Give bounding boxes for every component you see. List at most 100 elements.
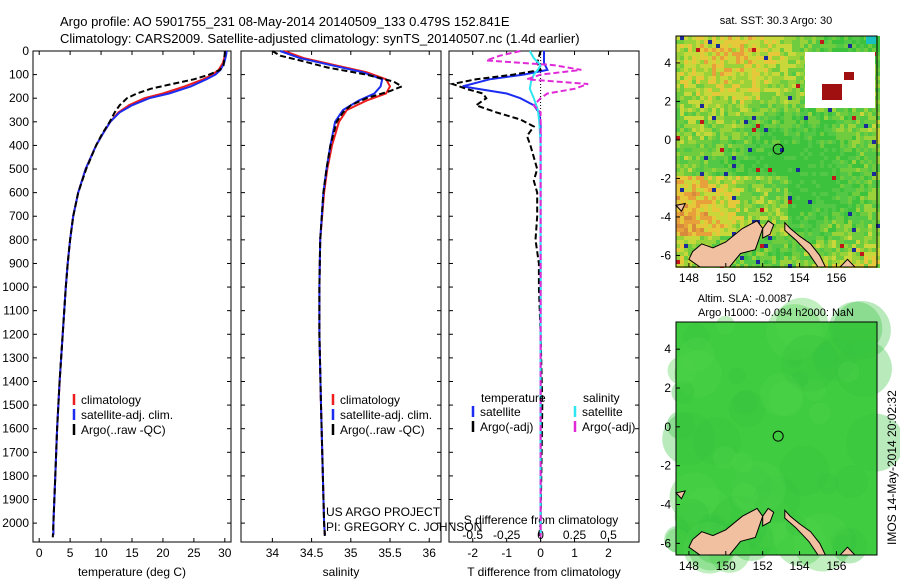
sst-cell	[748, 128, 752, 132]
sst-cell	[784, 180, 788, 184]
sst-cell	[684, 48, 688, 52]
sst-cell	[800, 164, 804, 168]
sst-cell	[776, 92, 780, 96]
sst-cell	[860, 236, 864, 240]
sst-cell	[724, 92, 728, 96]
sst-cell	[744, 152, 748, 156]
sst-cell	[812, 36, 816, 40]
sst-cell	[800, 256, 804, 260]
s-tick-label: -0.25	[493, 528, 521, 542]
sst-cell	[780, 208, 784, 212]
sst-cell	[780, 104, 784, 108]
sst-cell	[872, 152, 876, 156]
sst-cell	[852, 44, 856, 48]
sst-cell	[796, 136, 800, 140]
sst-cell	[772, 64, 776, 68]
sst-cell	[796, 188, 800, 192]
sst-cell	[760, 264, 764, 268]
sst-cell	[772, 124, 776, 128]
sst-cell	[764, 68, 768, 72]
sst-cell	[780, 88, 784, 92]
sst-cell	[740, 168, 744, 172]
sst-cell	[820, 48, 824, 52]
sst-cell	[800, 44, 804, 48]
sst-cell	[832, 204, 836, 208]
sst-cell	[784, 236, 788, 240]
sst-cell	[760, 104, 764, 108]
sst-cell	[740, 40, 744, 44]
sst-cell	[744, 92, 748, 96]
sst-cell	[724, 188, 728, 192]
sst-cell	[820, 184, 824, 188]
sst-cell	[776, 156, 780, 160]
sst-cell	[828, 256, 832, 260]
sst-cell	[712, 152, 716, 156]
sst-cell	[788, 152, 792, 156]
sst-cell	[776, 64, 780, 68]
sst-cell	[796, 36, 800, 40]
sst-cell	[792, 256, 796, 260]
sst-cell	[816, 216, 820, 220]
sst-cell	[768, 88, 772, 92]
x-tick-label: 152	[753, 559, 773, 573]
sst-cell	[760, 76, 764, 80]
sst-cell	[720, 148, 724, 152]
sst-cell	[840, 212, 844, 216]
sst-cell	[840, 152, 844, 156]
sst-cell	[828, 236, 832, 240]
sst-cell	[728, 116, 732, 120]
sst-cell	[724, 236, 728, 240]
sst-cell	[816, 124, 820, 128]
sst-cell	[692, 148, 696, 152]
sst-cell	[824, 36, 828, 40]
sst-cell	[764, 192, 768, 196]
sst-cell	[764, 196, 768, 200]
sst-cell	[872, 156, 876, 160]
sst-cell	[756, 244, 760, 248]
sst-cell	[824, 120, 828, 124]
sst-cell	[776, 216, 780, 220]
sst-cell	[840, 44, 844, 48]
sst-cell	[776, 104, 780, 108]
sst-cell	[836, 256, 840, 260]
sst-cell	[820, 240, 824, 244]
sst-cell	[792, 248, 796, 252]
sst-cell	[736, 84, 740, 88]
sst-cell	[764, 128, 768, 132]
sst-cell	[780, 240, 784, 244]
sst-cell	[772, 232, 776, 236]
sst-cell	[712, 52, 716, 56]
sst-cell	[740, 156, 744, 160]
sst-cell	[800, 64, 804, 68]
sst-cell	[816, 108, 820, 112]
sst-cell	[788, 40, 792, 44]
sst-cell	[756, 136, 760, 140]
sst-cell	[720, 72, 724, 76]
sst-cell	[868, 248, 872, 252]
sst-cell	[776, 164, 780, 168]
sst-cell	[776, 180, 780, 184]
sst-cell	[856, 44, 860, 48]
sst-cell	[748, 72, 752, 76]
sst-cell	[804, 176, 808, 180]
sst-cell	[768, 120, 772, 124]
sst-cell	[708, 156, 712, 160]
sst-cell	[696, 60, 700, 64]
sst-cell	[808, 112, 812, 116]
sst-cell	[724, 40, 728, 44]
sst-cell	[852, 252, 856, 256]
sst-cell	[856, 144, 860, 148]
sst-cell	[800, 72, 804, 76]
sst-cell	[812, 116, 816, 120]
sst-cell	[684, 96, 688, 100]
sst-cell	[740, 212, 744, 216]
sst-cell	[808, 168, 812, 172]
sst-cell	[820, 144, 824, 148]
sst-cell	[736, 136, 740, 140]
sst-cell	[808, 40, 812, 44]
sst-cell	[700, 212, 704, 216]
sst-cell	[768, 248, 772, 252]
cool-patch	[866, 36, 876, 44]
sst-cell	[684, 224, 688, 228]
sst-cell	[844, 164, 848, 168]
